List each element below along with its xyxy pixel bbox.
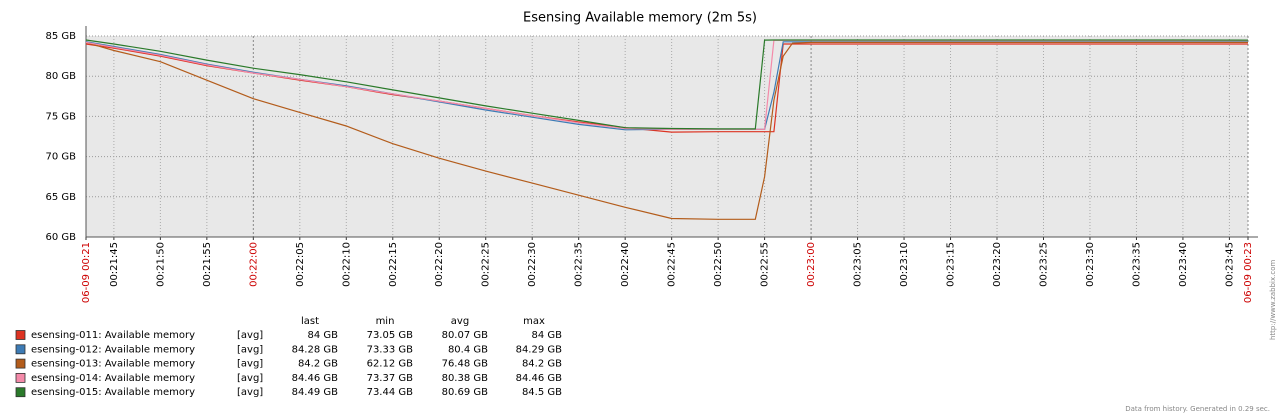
x-tick-label: 00:23:05 [853, 242, 864, 287]
watermark: http://www.zabbix.com [1269, 260, 1277, 340]
footnote: Data from history. Generated in 0.29 sec… [1125, 405, 1270, 413]
legend-stat: 84 GB [307, 330, 338, 341]
x-tick-label: 06-09 00:21 [81, 242, 92, 303]
x-tick-label: 00:22:05 [295, 242, 306, 287]
series-line [85, 39, 1249, 130]
legend-stat: 84.2 GB [298, 359, 338, 370]
x-tick-label: 00:23:30 [1085, 242, 1096, 287]
series-line [85, 41, 1248, 220]
x-tick-label: 00:22:20 [434, 242, 445, 287]
legend-stat: 73.05 GB [367, 330, 414, 341]
x-tick-label: 00:23:10 [899, 242, 910, 287]
legend-swatch [15, 372, 26, 383]
legend-name: esensing-013: Available memory [31, 359, 195, 370]
legend-header: avg [451, 316, 469, 327]
legend-name: esensing-015: Available memory [31, 387, 195, 398]
legend-stat: 73.44 GB [367, 387, 414, 398]
chart-title: Esensing Available memory (2m 5s) [523, 11, 757, 26]
x-tick-label: 00:23:40 [1178, 242, 1189, 287]
legend-stat: 73.33 GB [367, 344, 414, 355]
plot-area [86, 36, 1248, 237]
x-tick-label: 00:21:55 [202, 242, 213, 287]
legend-stat: 84.46 GB [292, 373, 339, 384]
legend-swatch [15, 358, 26, 369]
legend-swatch [15, 344, 26, 355]
legend-stat: 73.37 GB [367, 373, 414, 384]
legend-header: last [301, 316, 319, 327]
legend-header: max [523, 316, 545, 327]
legend-stat: 80.38 GB [442, 373, 489, 384]
y-tick-label: 85 GB [45, 31, 76, 42]
x-tick-label: 00:22:55 [760, 242, 771, 287]
y-tick-label: 75 GB [45, 111, 76, 122]
legend-name: esensing-014: Available memory [31, 373, 195, 384]
legend-stat: 80.4 GB [448, 344, 488, 355]
legend-stat: 62.12 GB [367, 359, 414, 370]
legend-function: [avg] [237, 359, 263, 370]
y-tick-label: 65 GB [45, 192, 76, 203]
x-tick-label: 00:21:45 [109, 242, 120, 287]
legend-stat: 84.46 GB [516, 373, 563, 384]
y-tick-label: 60 GB [45, 232, 76, 243]
legend-stat: 84.28 GB [292, 344, 339, 355]
legend-stat: 80.69 GB [442, 387, 489, 398]
x-tick-label: 06-09 00:23 [1243, 242, 1254, 303]
legend-swatch [15, 387, 26, 398]
legend-stat: 84.29 GB [516, 344, 563, 355]
legend-stat: 76.48 GB [442, 359, 489, 370]
x-tick-label: 00:23:15 [946, 242, 957, 287]
legend-function: [avg] [237, 387, 263, 398]
y-tick-label: 80 GB [45, 71, 76, 82]
legend-stat: 84.5 GB [522, 387, 562, 398]
x-tick-label: 00:22:35 [574, 242, 585, 287]
legend-function: [avg] [237, 344, 263, 355]
legend-function: [avg] [237, 330, 263, 341]
legend-stat: 84 GB [531, 330, 562, 341]
x-tick-label: 00:22:45 [667, 242, 678, 287]
legend-stat: 80.07 GB [442, 330, 489, 341]
x-tick-label: 00:22:25 [481, 242, 492, 287]
legend-stat: 84.49 GB [292, 387, 339, 398]
x-tick-label: 00:22:30 [527, 242, 538, 287]
x-tick-label: 00:23:25 [1038, 242, 1049, 287]
legend-name: esensing-011: Available memory [31, 330, 195, 341]
x-tick-label: 00:22:50 [713, 242, 724, 287]
legend-name: esensing-012: Available memory [31, 344, 195, 355]
x-tick-label: 00:23:45 [1224, 242, 1235, 287]
x-tick-label: 00:22:10 [341, 242, 352, 287]
legend-header: min [376, 316, 395, 327]
legend-stat: 84.2 GB [522, 359, 562, 370]
x-tick-label: 00:23:35 [1131, 242, 1142, 287]
legend-swatch [15, 330, 26, 340]
x-tick-label: 00:22:40 [620, 242, 631, 287]
x-tick-label: 00:21:50 [155, 242, 166, 287]
x-tick-label: 00:23:00 [806, 242, 817, 287]
x-tick-label: 00:22:15 [388, 242, 399, 287]
x-tick-label: 00:23:20 [992, 242, 1003, 287]
y-tick-label: 70 GB [45, 152, 76, 163]
legend-function: [avg] [237, 373, 263, 384]
x-tick-label: 00:22:00 [248, 242, 259, 287]
